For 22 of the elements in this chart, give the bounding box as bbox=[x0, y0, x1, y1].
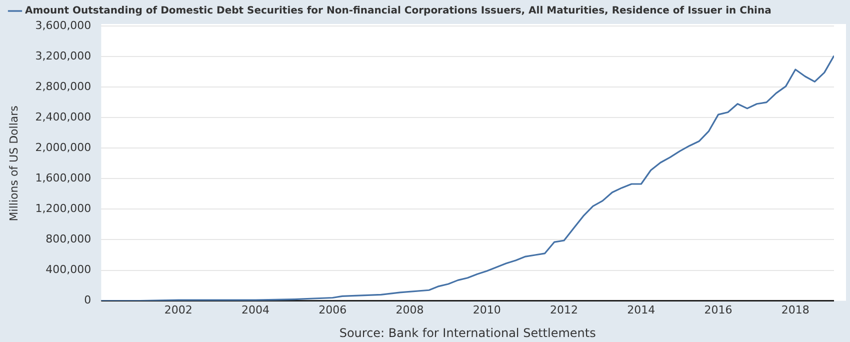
x-tick-label: 2012 bbox=[550, 303, 578, 316]
y-tick-label: 3,600,000 bbox=[35, 18, 92, 32]
x-tick-label: 2008 bbox=[396, 303, 424, 316]
y-tick-label: 2,000,000 bbox=[35, 140, 92, 154]
y-tick-label: 1,200,000 bbox=[35, 202, 92, 216]
y-axis-title: Millions of US Dollars bbox=[7, 105, 20, 222]
x-tick-label: 2016 bbox=[704, 303, 732, 316]
y-tick-label: 2,400,000 bbox=[35, 110, 92, 124]
y-tick-label: 3,200,000 bbox=[35, 49, 92, 62]
y-tick-label: 400,000 bbox=[46, 263, 92, 276]
x-tick-label: 2010 bbox=[472, 303, 501, 316]
x-tick-label: 2018 bbox=[781, 303, 810, 316]
y-tick-label: 1,600,000 bbox=[35, 172, 92, 185]
y-tick-label: 0 bbox=[84, 294, 92, 307]
x-tick-label: 2006 bbox=[318, 303, 347, 316]
y-tick-label: 2,800,000 bbox=[35, 80, 92, 93]
legend-label: Amount Outstanding of Domestic Debt Securities for Non-financial Corporations Issuers, All Maturities, Residence of Issuer in China bbox=[25, 6, 772, 17]
x-tick-label: 2014 bbox=[627, 303, 656, 316]
x-tick-label: 2004 bbox=[241, 303, 270, 316]
x-tick-label: 2002 bbox=[164, 303, 192, 316]
y-tick-label: 800,000 bbox=[46, 232, 92, 246]
source-note: Source: Bank for International Settlements bbox=[339, 326, 596, 340]
